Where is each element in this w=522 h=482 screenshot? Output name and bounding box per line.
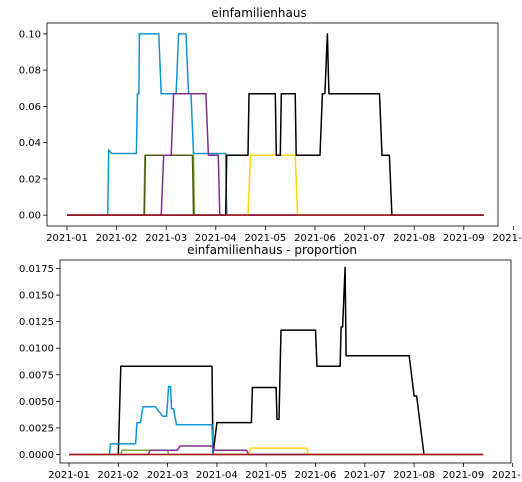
- top-chart-title: einfamilienhaus: [211, 6, 306, 20]
- bottom-x-tick-label: 2021-02: [97, 470, 139, 481]
- top-x-tick-label: 2021-04: [195, 233, 237, 244]
- top-series-group: [67, 33, 484, 216]
- bottom-x-ticks: 2021-01 2021-02 2021-03 2021-04 2021-05 2021-…: [48, 463, 522, 481]
- top-x-tick-label: 2021-01: [46, 233, 88, 244]
- bottom-y-tick-label: 0.0125: [19, 317, 54, 328]
- top-y-tick-label: 0.06: [19, 102, 41, 113]
- top-series-line-green: [67, 154, 484, 216]
- top-y-tick-label: 0.08: [19, 66, 41, 77]
- top-plot-frame: [46, 22, 499, 227]
- bottom-x-tick-label: 2021-09: [443, 470, 485, 481]
- top-x-tick-label: 2021-06: [294, 233, 336, 244]
- bottom-x-tick-label: 2021-06: [295, 470, 337, 481]
- top-y-tick-label: 0.00: [19, 211, 41, 222]
- bottom-y-tick-label: 0.0025: [19, 423, 54, 434]
- bottom-y-tick-label: 0.0075: [19, 370, 54, 381]
- bottom-x-tick-label: 2021-05: [245, 470, 287, 481]
- bottom-x-tick-label: 2021-07: [344, 470, 386, 481]
- bottom-x-tick-label: 2021-08: [393, 470, 435, 481]
- top-x-tick-label: 2021-02: [96, 233, 138, 244]
- bottom-x-tick-label: 2021-10: [492, 470, 522, 481]
- top-x-tick-label: 2021-05: [245, 233, 287, 244]
- top-series-line-blue: [106, 33, 484, 216]
- bottom-y-tick-label: 0.0175: [19, 264, 54, 275]
- bottom-y-ticks: 0.0000 0.0025 0.0050 0.0075 0.0100 0.0125 0.01…: [19, 264, 60, 461]
- top-x-ticks: 2021-01 2021-02 2021-03 2021-04 2021-05 2021-…: [46, 226, 522, 244]
- bottom-chart-title: einfamilienhaus - proportion: [187, 243, 357, 257]
- top-x-tick-label: 2021-10: [493, 233, 522, 244]
- bottom-series-group: [69, 266, 484, 456]
- top-y-tick-label: 0.10: [19, 29, 41, 40]
- top-series-line-black: [67, 33, 484, 216]
- bottom-y-tick-label: 0.0150: [19, 291, 54, 302]
- top-y-ticks: 0.00 0.02 0.04 0.06 0.08 0.10: [19, 29, 47, 222]
- top-series-line-purple: [67, 92, 484, 216]
- bottom-x-tick-label: 2021-01: [48, 470, 90, 481]
- bottom-y-tick-label: 0.0050: [19, 397, 54, 408]
- top-chart: einfamilienhaus 0.00 0.02 0.04 0.06 0.08 0.10…: [19, 6, 522, 244]
- bottom-chart: einfamilienhaus - proportion 0.0000 0.002…: [19, 243, 522, 481]
- top-x-tick-label: 2021-08: [393, 233, 435, 244]
- bottom-series-line-black: [69, 266, 484, 456]
- bottom-x-tick-label: 2021-03: [147, 470, 189, 481]
- bottom-series-line-blue: [69, 385, 484, 456]
- top-series-line-yellow: [67, 154, 484, 216]
- top-y-tick-label: 0.04: [19, 138, 41, 149]
- top-x-tick-label: 2021-03: [145, 233, 187, 244]
- bottom-plot-frame: [59, 259, 512, 464]
- top-x-tick-label: 2021-07: [344, 233, 386, 244]
- bottom-x-tick-label: 2021-04: [196, 470, 238, 481]
- top-y-tick-label: 0.02: [19, 174, 41, 185]
- bottom-y-tick-label: 0.0100: [19, 344, 54, 355]
- bottom-y-tick-label: 0.0000: [19, 450, 54, 461]
- bottom-series-line-yellow: [69, 447, 484, 456]
- top-series-line-olive: [67, 154, 484, 216]
- top-x-tick-label: 2021-09: [443, 233, 485, 244]
